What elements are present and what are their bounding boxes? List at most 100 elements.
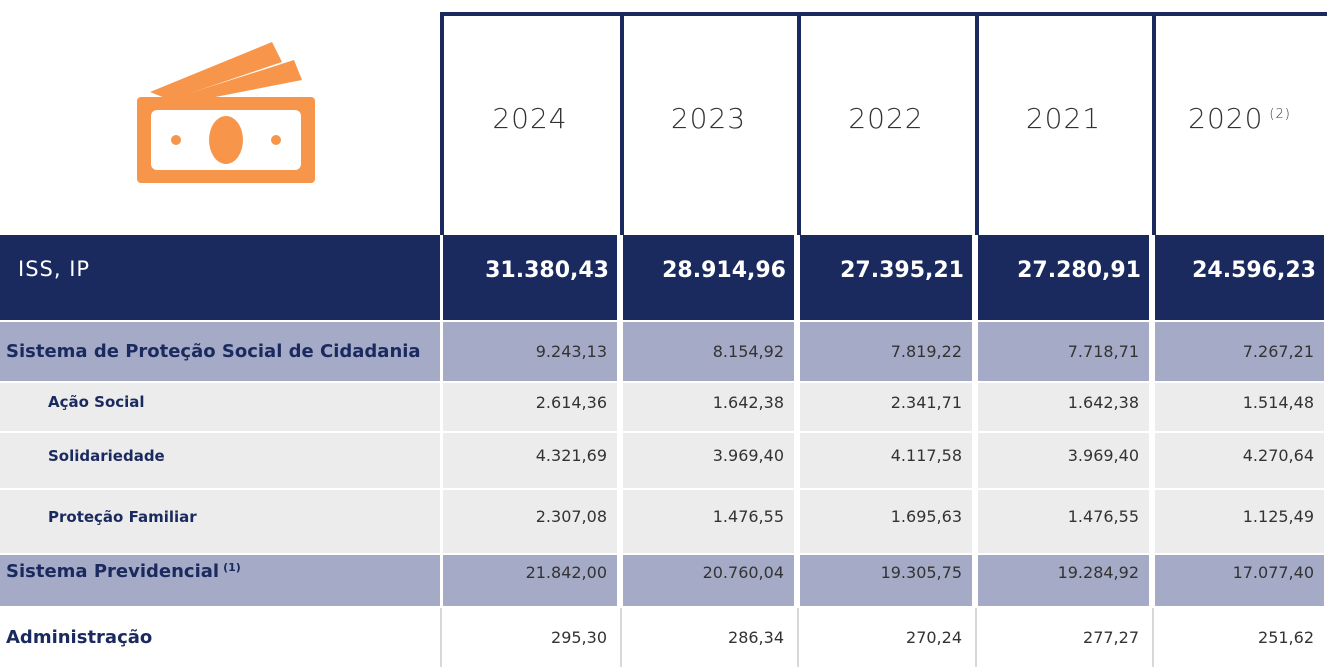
row-value: 1.125,49 xyxy=(1242,507,1314,526)
value-cell: 286,34 xyxy=(623,608,794,667)
year-header: 2023 xyxy=(623,16,794,221)
value-cell: 3.969,40 xyxy=(623,433,794,490)
total-value-cell: 27.280,91 xyxy=(978,235,1149,320)
row-value: 286,34 xyxy=(728,628,784,647)
row-value: 3.969,40 xyxy=(1067,446,1139,465)
year-header: 2022 xyxy=(800,16,972,221)
column-separator xyxy=(1152,608,1154,667)
value-cell: 17.077,40 xyxy=(1155,555,1324,608)
value-cell: 2.307,08 xyxy=(443,490,617,555)
row-value: 277,27 xyxy=(1083,628,1139,647)
row-value: 4.117,58 xyxy=(890,446,962,465)
total-value-cell: 28.914,96 xyxy=(623,235,794,320)
row-value: 4.270,64 xyxy=(1242,446,1314,465)
value-cell: 19.305,75 xyxy=(800,555,972,608)
year-label: 2024 xyxy=(492,102,568,135)
row-value: 4.321,69 xyxy=(535,446,607,465)
category-label-cell: Sistema de Proteção Social de Cidadania xyxy=(0,322,440,383)
year-header: 2024 xyxy=(443,16,617,221)
total-value: 31.380,43 xyxy=(485,258,609,283)
row-value: 251,62 xyxy=(1258,628,1314,647)
row-value: 7.267,21 xyxy=(1242,342,1314,361)
category-label-cell: Sistema Previdencial (1) xyxy=(0,555,440,608)
row-value: 1.642,38 xyxy=(712,392,784,412)
value-cell: 270,24 xyxy=(800,608,972,667)
row-value: 19.305,75 xyxy=(880,563,962,582)
subcategory-label-cell: Ação Social xyxy=(0,383,440,433)
total-value: 27.395,21 xyxy=(840,258,964,283)
row-label: Administração xyxy=(6,627,153,648)
column-separator xyxy=(975,608,977,667)
year-label: 2021 xyxy=(1025,102,1102,135)
header-divider xyxy=(1152,12,1156,235)
value-cell: 1.125,49 xyxy=(1155,490,1324,555)
value-cell: 4.321,69 xyxy=(443,433,617,490)
value-cell: 277,27 xyxy=(978,608,1149,667)
total-label: ISS, IP xyxy=(18,256,91,281)
year-label: 2023 xyxy=(670,102,747,135)
row-value: 295,30 xyxy=(551,628,607,647)
value-cell: 2.341,71 xyxy=(800,383,972,433)
row-value: 17.077,40 xyxy=(1232,563,1314,582)
value-cell: 19.284,92 xyxy=(978,555,1149,608)
value-cell: 4.117,58 xyxy=(800,433,972,490)
value-cell: 8.154,92 xyxy=(623,322,794,383)
value-cell: 7.718,71 xyxy=(978,322,1149,383)
row-value: 1.476,55 xyxy=(1067,507,1139,526)
column-separator xyxy=(440,608,442,667)
value-cell: 1.642,38 xyxy=(978,383,1149,433)
row-value: 1.476,55 xyxy=(712,507,784,526)
header-divider xyxy=(975,12,979,235)
row-value: 21.842,00 xyxy=(525,563,607,582)
header-divider xyxy=(620,12,624,235)
total-value: 24.596,23 xyxy=(1192,258,1316,283)
category-label-cell: Administração xyxy=(0,608,440,667)
row-label: Sistema de Proteção Social de Cidadania xyxy=(6,341,421,362)
total-value-cell: 24.596,23 xyxy=(1155,235,1324,320)
value-cell: 3.969,40 xyxy=(978,433,1149,490)
row-label: Sistema Previdencial xyxy=(6,561,220,582)
row-label: Solidariedade xyxy=(48,446,165,465)
value-cell: 1.476,55 xyxy=(978,490,1149,555)
value-cell: 251,62 xyxy=(1155,608,1324,667)
row-value: 19.284,92 xyxy=(1057,563,1139,582)
total-value: 28.914,96 xyxy=(662,258,786,283)
row-value: 2.341,71 xyxy=(890,392,962,412)
row-value: 7.718,71 xyxy=(1067,342,1139,361)
row-value: 2.307,08 xyxy=(535,507,607,526)
total-value-cell: 27.395,21 xyxy=(800,235,972,320)
value-cell: 7.267,21 xyxy=(1155,322,1324,383)
row-value: 7.819,22 xyxy=(890,342,962,361)
value-cell: 21.842,00 xyxy=(443,555,617,608)
header-divider xyxy=(440,12,444,235)
money-icon xyxy=(137,42,315,183)
year-label: 2022 xyxy=(848,102,924,135)
year-header: 2021 xyxy=(978,16,1149,221)
value-cell: 20.760,04 xyxy=(623,555,794,608)
value-cell: 295,30 xyxy=(443,608,617,667)
header-top-border xyxy=(441,12,1327,16)
value-cell: 4.270,64 xyxy=(1155,433,1324,490)
value-cell: 1.642,38 xyxy=(623,383,794,433)
row-value: 1.695,63 xyxy=(890,507,962,526)
value-cell: 9.243,13 xyxy=(443,322,617,383)
value-cell: 7.819,22 xyxy=(800,322,972,383)
year-label: 2020 xyxy=(1188,102,1264,135)
header-divider xyxy=(797,12,801,235)
total-value: 27.280,91 xyxy=(1017,258,1141,283)
subcategory-label-cell: Solidariedade xyxy=(0,433,440,490)
row-note: (1) xyxy=(223,561,241,574)
row-value: 270,24 xyxy=(906,628,962,647)
year-header: 2020 (2) xyxy=(1155,16,1324,221)
value-cell: 1.476,55 xyxy=(623,490,794,555)
row-label: Ação Social xyxy=(48,393,145,411)
value-cell: 1.514,48 xyxy=(1155,383,1324,433)
year-note: (2) xyxy=(1269,107,1291,122)
row-label: Proteção Familiar xyxy=(48,507,197,526)
row-value: 1.642,38 xyxy=(1067,392,1139,412)
total-value-cell: 31.380,43 xyxy=(443,235,617,320)
value-cell: 2.614,36 xyxy=(443,383,617,433)
row-value: 8.154,92 xyxy=(712,342,784,361)
row-value: 2.614,36 xyxy=(535,392,607,412)
